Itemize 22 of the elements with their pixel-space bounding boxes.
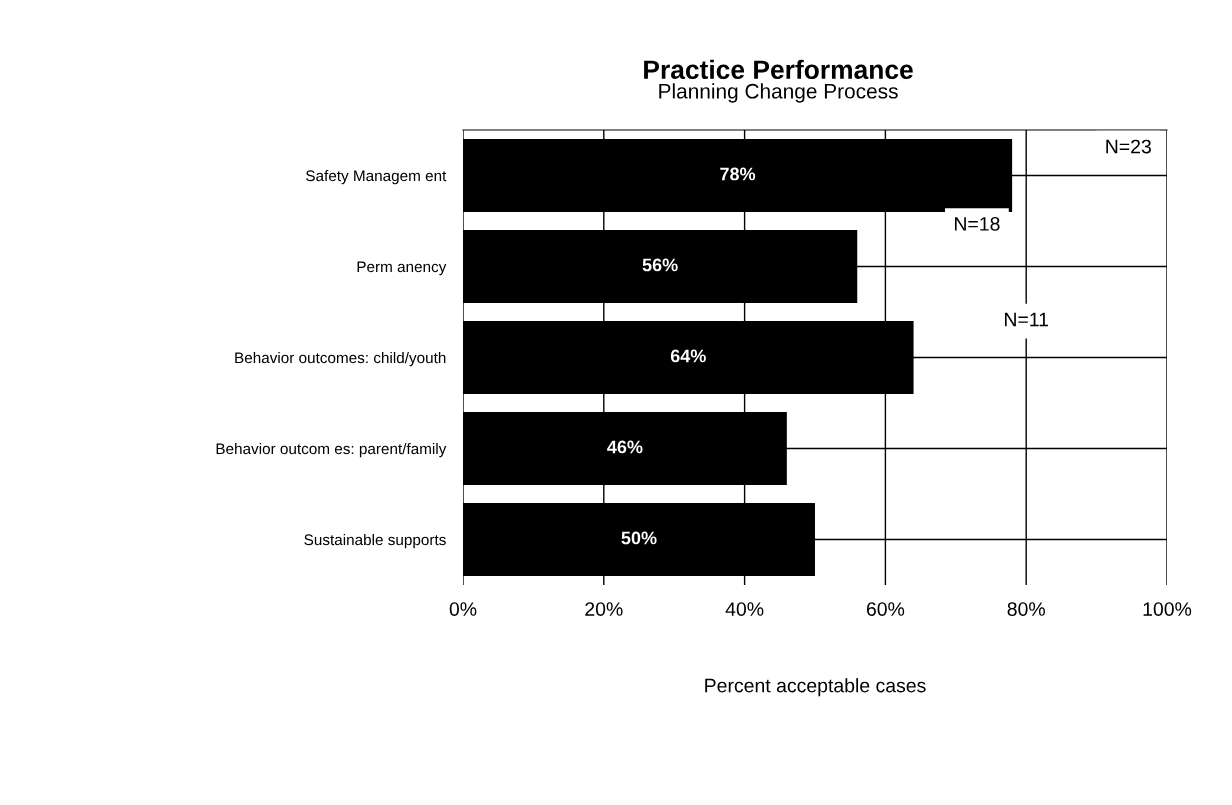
chart-title: Practice Performance — [644, 59, 913, 80]
y-tick-label: Safety Managem ent — [306, 169, 447, 185]
x-axis-title: Percent acceptable cases — [705, 678, 926, 697]
x-tick-label: 0% — [449, 602, 477, 616]
annotation: N=11 — [1005, 312, 1049, 327]
data-label: 56% — [642, 258, 678, 272]
data-label: 78% — [720, 167, 756, 181]
data-label: 50% — [621, 531, 657, 545]
y-tick-label: Sustainable supports — [304, 533, 446, 549]
annotation: N=18 — [955, 217, 1000, 231]
y-tick-label: Behavior outcomes: child/youth — [235, 351, 446, 367]
x-tick-label: 100% — [1143, 602, 1192, 616]
y-tick-label: Perm anency — [357, 261, 447, 276]
y-tick-label: Behavior outcom es: parent/family — [216, 442, 447, 458]
annotation: N=23 — [1106, 139, 1151, 154]
x-tick-label: 80% — [1007, 602, 1045, 616]
chart-subtitle: Planning Change Process — [659, 83, 898, 103]
x-tick-label: 60% — [866, 602, 905, 616]
x-tick-label: 40% — [725, 602, 764, 616]
data-label: 46% — [607, 440, 643, 454]
x-tick-label: 20% — [585, 602, 623, 616]
data-label: 64% — [670, 349, 706, 363]
